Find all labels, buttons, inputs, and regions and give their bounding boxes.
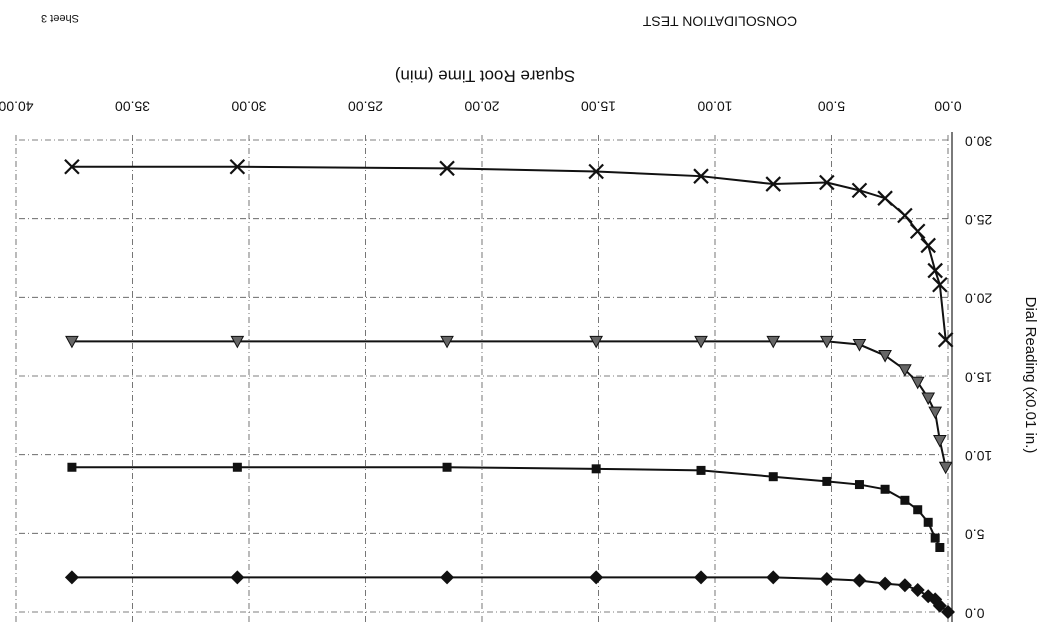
y-tick-label: 10.0 xyxy=(965,448,992,464)
marker-diamond xyxy=(921,589,936,604)
marker-diamond xyxy=(928,592,943,607)
marker-triangle xyxy=(938,461,953,475)
rotated-chart: CONSOLIDATION TEST Sheet 3 Square Root T… xyxy=(0,12,1039,622)
marker-x xyxy=(877,190,893,206)
marker-x xyxy=(927,262,943,279)
marker-square xyxy=(768,472,778,482)
series-line xyxy=(71,466,941,548)
marker-diamond xyxy=(941,605,955,619)
marker-x xyxy=(588,163,604,180)
marker-x xyxy=(909,223,926,240)
x-tick-label: 0.00 xyxy=(934,98,961,114)
marker-square xyxy=(900,495,910,505)
series-line xyxy=(71,340,947,468)
marker-x xyxy=(819,174,835,191)
x-axis-label: Square Root Time (min) xyxy=(395,67,575,86)
marker-square xyxy=(935,542,945,552)
marker-diamond xyxy=(910,582,925,597)
marker-diamond xyxy=(852,573,867,588)
y-axis-label: Dial Reading (x0.01 in.) xyxy=(1022,297,1039,454)
marker-triangle xyxy=(440,335,454,349)
marker-triangle xyxy=(819,335,834,349)
marker-square xyxy=(923,517,933,527)
marker-diamond xyxy=(878,576,893,591)
marker-triangle xyxy=(230,335,245,349)
y-tick-label: 15.0 xyxy=(965,369,992,385)
marker-triangle xyxy=(65,335,79,349)
x-tick-label: 10.00 xyxy=(697,98,732,114)
y-tick-label: 30.0 xyxy=(965,133,992,149)
marker-diamond xyxy=(766,570,781,585)
marker-diamond xyxy=(64,570,79,585)
marker-triangle xyxy=(589,335,604,349)
marker-diamond xyxy=(694,570,709,585)
marker-x xyxy=(920,237,936,254)
marker-x xyxy=(932,276,948,293)
marker-triangle xyxy=(878,350,892,363)
x-tick-label: 15.00 xyxy=(581,98,616,114)
x-tick-label: 20.00 xyxy=(464,98,499,114)
marker-diamond xyxy=(440,570,455,585)
sheet-label: Sheet 3 xyxy=(41,12,79,24)
marker-square xyxy=(930,533,940,543)
marker-triangle xyxy=(852,339,867,352)
marker-diamond xyxy=(932,598,947,613)
y-tick-label: 0.0 xyxy=(965,605,985,621)
marker-diamond xyxy=(819,571,834,586)
x-tick-label: 40.00 xyxy=(0,98,34,114)
x-tick-label: 35.00 xyxy=(115,98,150,114)
marker-square xyxy=(696,465,706,475)
marker-triangle xyxy=(910,376,925,390)
marker-x xyxy=(897,207,913,224)
marker-x xyxy=(937,332,954,348)
marker-x xyxy=(64,158,80,175)
x-tick-label: 5.00 xyxy=(818,98,845,114)
marker-triangle xyxy=(933,435,947,448)
x-tick-label: 25.00 xyxy=(348,98,383,114)
marker-x xyxy=(851,182,868,199)
marker-square xyxy=(854,480,864,490)
marker-square xyxy=(591,464,601,474)
series-line xyxy=(71,165,947,340)
marker-x xyxy=(439,160,455,177)
y-tick-label: 5.0 xyxy=(965,527,985,543)
marker-square xyxy=(442,462,452,472)
marker-square xyxy=(913,505,923,515)
marker-triangle xyxy=(928,406,943,420)
marker-triangle xyxy=(694,335,708,349)
marker-diamond xyxy=(589,570,604,585)
marker-square xyxy=(822,476,832,486)
marker-x xyxy=(765,176,782,192)
chart-title: CONSOLIDATION TEST xyxy=(642,13,797,29)
marker-triangle xyxy=(921,392,936,406)
marker-square xyxy=(232,462,242,472)
marker-diamond xyxy=(897,578,912,593)
marker-diamond xyxy=(230,570,245,585)
marker-x xyxy=(229,158,246,175)
series-line xyxy=(71,576,949,613)
x-tick-label: 30.00 xyxy=(231,98,266,114)
marker-square xyxy=(880,484,890,494)
y-tick-label: 25.0 xyxy=(965,212,992,228)
marker-triangle xyxy=(766,335,781,349)
marker-triangle xyxy=(898,364,912,377)
marker-x xyxy=(693,168,709,184)
y-tick-label: 20.0 xyxy=(965,291,992,307)
marker-square xyxy=(67,462,77,472)
